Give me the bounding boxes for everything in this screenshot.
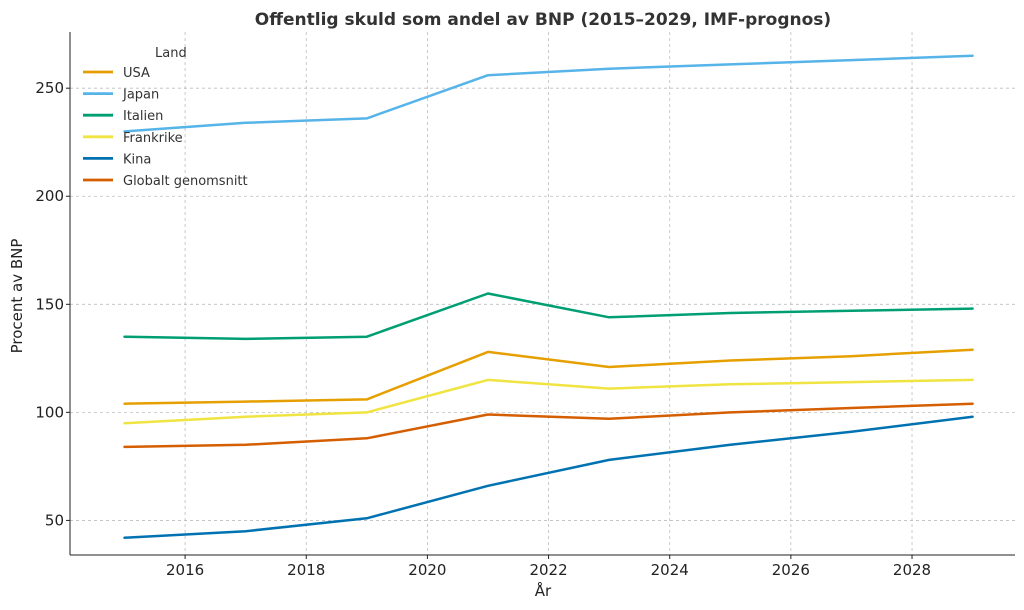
legend-label-frankrike: Frankrike bbox=[123, 131, 183, 146]
legend-label-italien: Italien bbox=[123, 109, 163, 124]
legend-label-globalt-genomsnitt: Globalt genomsnitt bbox=[123, 174, 248, 189]
series-line-globalt-genomsnitt bbox=[123, 402, 974, 449]
y-tick-label: 250 bbox=[35, 79, 64, 97]
chart-title: Offentlig skuld som andel av BNP (2015–2… bbox=[255, 10, 831, 30]
series-line-frankrike bbox=[123, 378, 974, 425]
series-line-kina bbox=[123, 415, 974, 539]
x-tick-label: 2022 bbox=[529, 561, 567, 579]
tick-labels: 2016 2018 2020 2022 2024 2026 2028 50 100 150 200 2… bbox=[35, 79, 931, 579]
y-tick-label: 50 bbox=[45, 511, 64, 529]
y-tick-label: 200 bbox=[35, 187, 64, 205]
legend-label-japan: Japan bbox=[122, 88, 159, 103]
legend-label-kina: Kina bbox=[123, 152, 151, 167]
x-tick-label: 2020 bbox=[408, 561, 446, 579]
y-axis-label: Procent av BNP bbox=[8, 239, 26, 354]
legend: Land USA Japan Italien Frankrike Kina Globalt… bbox=[83, 46, 248, 189]
x-tick-label: 2026 bbox=[772, 561, 810, 579]
series-line-usa bbox=[123, 348, 974, 405]
x-tick-label: 2016 bbox=[166, 561, 204, 579]
legend-label-usa: USA bbox=[123, 66, 150, 81]
x-tick-label: 2024 bbox=[651, 561, 689, 579]
x-axis-label: År bbox=[535, 581, 552, 600]
x-tick-label: 2018 bbox=[287, 561, 325, 579]
y-tick-label: 100 bbox=[35, 403, 64, 421]
legend-title: Land bbox=[155, 46, 187, 61]
axes bbox=[66, 32, 1015, 559]
series-line-japan bbox=[123, 54, 974, 133]
series-line-italien bbox=[123, 292, 974, 341]
gridlines bbox=[70, 32, 1015, 555]
y-tick-label: 150 bbox=[35, 295, 64, 313]
x-tick-label: 2028 bbox=[893, 561, 931, 579]
series-lines bbox=[123, 54, 974, 539]
